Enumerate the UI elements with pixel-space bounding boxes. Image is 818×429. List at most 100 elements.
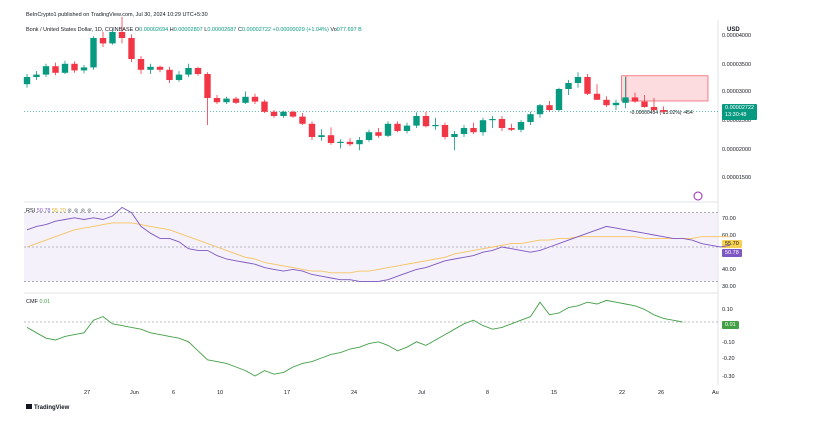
candle-body <box>346 141 354 145</box>
candle-body <box>584 77 591 94</box>
price-tick: 0.00004000 <box>722 33 752 39</box>
candle-body <box>109 32 116 44</box>
candle-body <box>612 102 620 106</box>
candle-body <box>270 111 278 116</box>
rsi-ma-tag: 55.70 <box>722 240 742 248</box>
candle-body <box>460 128 468 134</box>
volume-label: Vo <box>330 27 337 33</box>
rsi-tick: 30.00 <box>722 284 736 290</box>
cmf-tick: -0.20 <box>722 356 735 362</box>
candle-body <box>565 83 572 89</box>
price-tick: 0.00003000 <box>722 89 752 95</box>
price-tick: 0.00002500 <box>722 118 752 124</box>
candle-body <box>23 77 31 85</box>
candle-body <box>641 101 648 107</box>
candle-body <box>603 99 610 106</box>
candle-body <box>80 67 88 71</box>
candle-body <box>327 135 335 143</box>
last-price-value: 0.00002722 <box>725 105 755 111</box>
cmf-legend[interactable]: CMF 0.01 <box>26 299 50 305</box>
currency-label[interactable]: USD <box>727 27 740 33</box>
candle-body <box>261 101 268 112</box>
rsi-ma-legend-value: 55.70 <box>52 208 66 214</box>
candle-body <box>90 38 97 68</box>
candle-body <box>479 120 487 133</box>
candle-body <box>527 114 534 122</box>
candle-body <box>42 66 50 75</box>
open-value: 0.00002694 <box>139 27 169 33</box>
candle-body <box>441 125 449 137</box>
volume-value: 077.697 B <box>336 27 362 33</box>
candle-body <box>451 134 458 137</box>
candle-body <box>337 141 344 143</box>
candle-body <box>147 66 154 70</box>
symbol-name[interactable]: Bonk / United States Dollar, 1D, COINBAS… <box>26 27 134 33</box>
candle-body <box>156 66 164 70</box>
time-tick: Jun <box>130 390 139 396</box>
time-tick: Jul <box>418 390 426 396</box>
candle-body <box>536 105 544 115</box>
candle-body <box>308 123 316 137</box>
candle-body <box>660 110 667 112</box>
ohlc-legend: Bonk / United States Dollar, 1D, COINBAS… <box>26 27 362 33</box>
candle-body <box>33 74 40 77</box>
time-tick: 22 <box>619 390 626 396</box>
candle-body <box>242 96 249 103</box>
rsi-legend-value: 50.78 <box>36 208 51 214</box>
time-tick: 24 <box>351 390 358 396</box>
publish-info: BeInCrypto1 published on TradingView.com… <box>26 12 208 18</box>
candle-body <box>166 69 173 80</box>
time-tick: 17 <box>284 390 291 396</box>
rsi-tag: 50.78 <box>722 249 742 257</box>
candle-body <box>299 116 306 124</box>
last-price-tag: 0.00002722 13:30:48 <box>722 104 758 120</box>
low-value: 0.00002687 <box>207 27 237 33</box>
candle-body <box>384 123 392 136</box>
rsi-tick: 70.00 <box>722 216 736 222</box>
candle-body <box>650 107 658 110</box>
candle-body <box>61 63 69 73</box>
cmf-tick: -0.10 <box>722 340 735 346</box>
candle-body <box>232 98 240 103</box>
measure-label: -0.00000454 (-13.02%) -454 <box>630 110 693 116</box>
rsi-tick: 60.00 <box>722 233 736 239</box>
countdown-value: 13:30:48 <box>725 112 747 118</box>
time-tick: 8 <box>486 390 490 396</box>
candle-body <box>508 128 515 130</box>
candle-body <box>498 119 506 128</box>
rsi-line <box>26 206 731 282</box>
candle-body <box>555 89 563 110</box>
time-tick: 26 <box>658 390 665 396</box>
candle-body <box>194 68 202 74</box>
candle-body <box>118 32 126 38</box>
candle-body <box>223 98 230 103</box>
tradingview-logo[interactable]: TradingView <box>26 404 69 411</box>
measure-zone <box>621 75 709 102</box>
candle-body <box>356 140 363 145</box>
candle-body <box>375 132 382 136</box>
candle-body <box>251 96 259 102</box>
candle-body <box>137 59 145 70</box>
candle-body <box>470 128 477 133</box>
tv-logo-text: TradingView <box>34 405 70 411</box>
price-tick: 0.00003500 <box>722 62 752 68</box>
legend-settings-icon[interactable]: ⊗⊗⊗⊗ <box>67 208 94 214</box>
candle-body <box>422 116 430 127</box>
rsi-tick: 40.00 <box>722 267 736 273</box>
time-tick: Au <box>712 390 719 396</box>
rsi-ma-line <box>26 222 730 274</box>
rsi-legend[interactable]: RSI 50.78 55.70 ⊗⊗⊗⊗ <box>26 208 94 214</box>
cmf-legend-value: 0.01 <box>39 299 51 305</box>
cmf-legend-name: CMF <box>26 299 38 305</box>
close-label: C <box>237 27 242 33</box>
candle-body <box>289 111 297 117</box>
price-tick: 0.00001500 <box>722 175 752 181</box>
time-tick: 10 <box>217 390 224 396</box>
candle-body <box>213 98 221 103</box>
candle-body <box>517 122 525 130</box>
time-tick: 27 <box>84 390 91 396</box>
candle-body <box>128 38 135 59</box>
candle-body <box>365 132 373 140</box>
low-label: L <box>204 27 208 33</box>
